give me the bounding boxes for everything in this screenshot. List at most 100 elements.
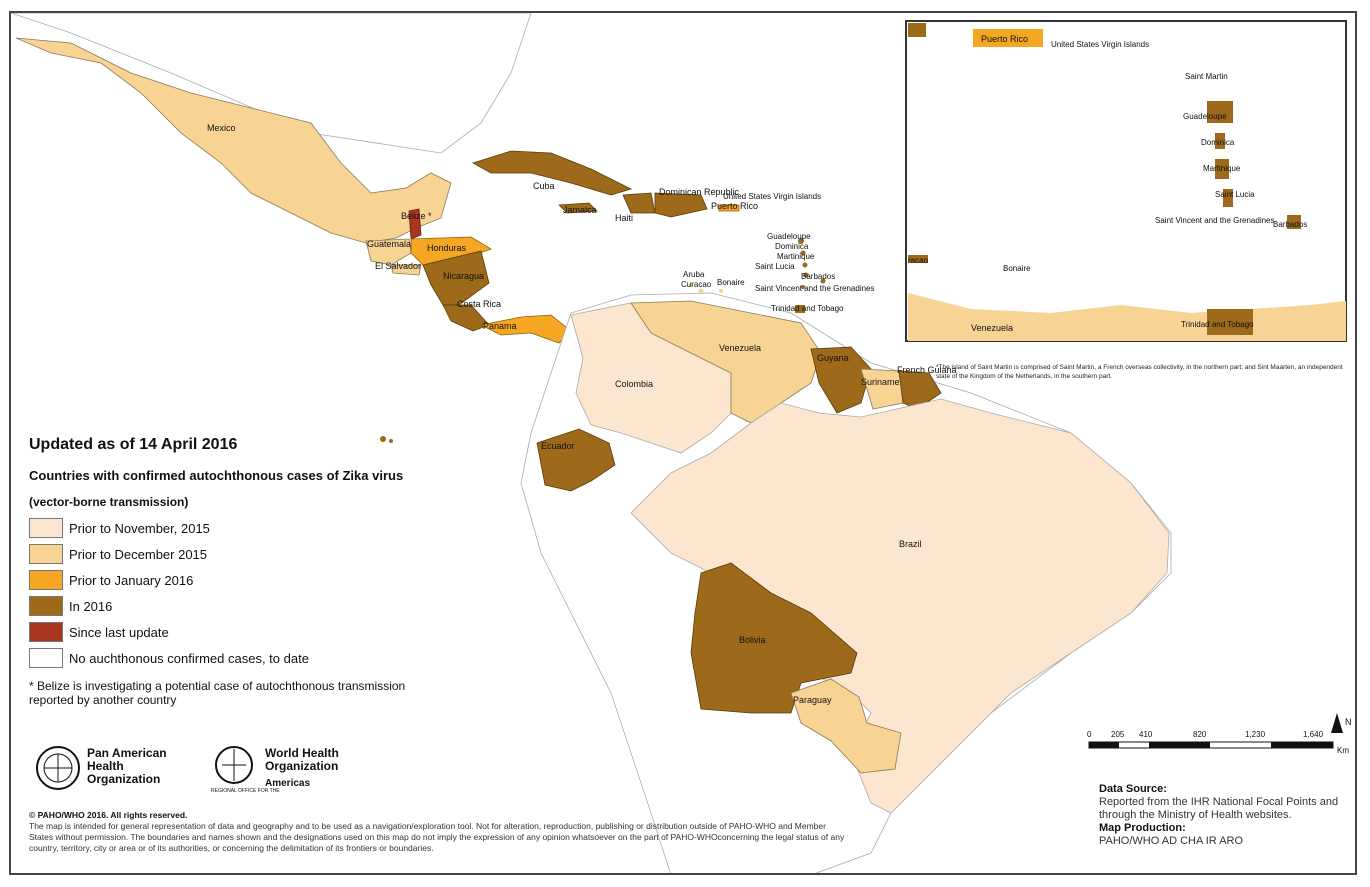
country-haiti[interactable] [622, 192, 656, 214]
island-dominica[interactable] [800, 250, 806, 256]
scale-tick-1: 205 [1111, 730, 1125, 739]
inset-label-guadeloupe: Guadeloupe [1183, 112, 1227, 121]
country-cuba[interactable] [471, 150, 633, 196]
country-belize[interactable] [408, 208, 422, 240]
inset-map[interactable]: Puerto Rico United States Virgin Islands… [905, 20, 1347, 342]
country-jamaica[interactable] [558, 202, 598, 214]
belize-note: * Belize is investigating a potential ca… [29, 679, 406, 707]
map-canvas[interactable]: Mexico Cuba Dominican Republic Haiti Jam… [11, 13, 1357, 875]
legend-swatch-nov2015 [29, 518, 63, 538]
paho-logo-icon [36, 746, 80, 790]
inset-label-puerto-rico: Puerto Rico [981, 34, 1028, 44]
island-galapagos [380, 436, 386, 442]
legend-label: In 2016 [69, 598, 113, 614]
island-galapagos-2 [389, 439, 393, 443]
island-curacao[interactable] [698, 288, 704, 294]
inset-curacao[interactable] [908, 255, 928, 263]
legend-updated: Updated as of 14 April 2016 [29, 436, 238, 453]
label-nicaragua: Nicaragua [443, 271, 484, 281]
legend-item: Prior to January 2016 [29, 567, 409, 593]
inset-trinidad[interactable] [1207, 309, 1253, 335]
label-cuba: Cuba [533, 181, 555, 191]
inset-label-bonaire: Bonaire [1003, 264, 1031, 273]
inset-label-usvi: United States Virgin Islands [1051, 40, 1149, 49]
inset-label-dominica: Dominica [1201, 138, 1235, 147]
inset-dominica[interactable] [1215, 133, 1225, 149]
label-belize: Belize * [401, 211, 432, 221]
label-brazil: Brazil [899, 539, 922, 549]
label-el-salvador: El Salvador [375, 261, 421, 271]
scale-tick-3: 820 [1193, 730, 1207, 739]
inset-label-trinidad: Trinidad and Tobago [1181, 320, 1254, 329]
legend-item: Prior to November, 2015 [29, 515, 409, 541]
country-guatemala[interactable] [365, 238, 412, 266]
map-production-heading: Map Production: [1099, 822, 1186, 834]
legend-swatch-in2016 [29, 596, 63, 616]
label-martinique: Martinique [777, 252, 815, 261]
label-curacao: Curacao [681, 280, 712, 289]
island-martinique[interactable] [802, 262, 808, 268]
label-bonaire: Bonaire [717, 278, 745, 287]
island-svg[interactable] [801, 285, 805, 289]
inset-corner-island [908, 23, 926, 37]
copyright: © PAHO/WHO 2016. All rights reserved. Th… [29, 810, 849, 854]
who-region: Americas [265, 778, 311, 789]
label-puerto-rico: Puerto Rico [711, 201, 758, 211]
legend-swatch-since-last [29, 622, 63, 642]
label-aruba: Aruba [683, 270, 705, 279]
country-costa-rica[interactable] [442, 304, 490, 332]
inset-puerto-rico[interactable] [973, 29, 1043, 47]
country-el-salvador[interactable] [390, 264, 422, 276]
country-ecuador[interactable] [536, 428, 616, 492]
legend-item: In 2016 [29, 593, 409, 619]
label-jamaica: Jamaica [563, 205, 597, 215]
inset-barbados[interactable] [1287, 215, 1301, 229]
label-colombia: Colombia [615, 379, 653, 389]
country-puerto-rico[interactable] [718, 204, 740, 212]
who-small: REGIONAL OFFICE FOR THE [211, 788, 280, 794]
country-mexico[interactable] [15, 37, 452, 244]
island-aruba[interactable] [689, 283, 693, 287]
legend-label: No auchthonous confirmed cases, to date [69, 650, 309, 666]
inset-label-saint-lucia: Saint Lucia [1215, 190, 1255, 199]
island-trinidad[interactable] [795, 305, 805, 313]
label-dominica: Dominica [775, 242, 809, 251]
scale-tick-5: 1,640 [1303, 730, 1324, 739]
island-bonaire[interactable] [719, 289, 723, 293]
inset-martinique[interactable] [1215, 159, 1229, 179]
inset-saint-lucia[interactable] [1223, 189, 1233, 207]
north-label: N [1345, 717, 1352, 727]
legend-item: Since last update [29, 619, 409, 645]
legend-swatch-none [29, 648, 63, 668]
map-production-body: PAHO/WHO AD CHA IR ARO [1099, 835, 1244, 847]
label-guadeloupe: Guadeloupe [767, 232, 811, 241]
label-ecuador: Ecuador [541, 441, 575, 451]
legend-label: Prior to November, 2015 [69, 520, 210, 536]
source-info: Data Source: Reported from the IHR Natio… [1099, 783, 1355, 848]
legend-label: Since last update [69, 624, 169, 640]
legend-title: Countries with confirmed autochthonous c… [29, 468, 404, 483]
island-barbados[interactable] [820, 278, 826, 284]
country-dominican-republic[interactable] [654, 192, 708, 218]
island-guadeloupe[interactable] [798, 238, 804, 244]
legend-swatch-dec2015 [29, 544, 63, 564]
legend-item: Prior to December 2015 [29, 541, 409, 567]
country-french-guiana[interactable] [898, 370, 942, 410]
paho-name: Pan American Health Organization [87, 746, 167, 786]
country-guyana[interactable] [810, 346, 872, 414]
label-venezuela: Venezuela [719, 343, 761, 353]
legend-item: No auchthonous confirmed cases, to date [29, 645, 409, 671]
scale-bar: 0 205 410 820 1,230 1,640 Km [1087, 730, 1349, 755]
country-paraguay[interactable] [790, 678, 902, 774]
label-guatemala: Guatemala [367, 239, 411, 249]
inset-note: *The island of Saint Martin is comprised… [936, 364, 1343, 380]
label-usvi: United States Virgin Islands [723, 192, 821, 201]
country-bolivia[interactable] [690, 562, 858, 714]
inset-guadeloupe[interactable] [1207, 101, 1233, 123]
scale-tick-2: 410 [1139, 730, 1153, 739]
scale-tick-0: 0 [1087, 730, 1092, 739]
logos: Pan American Health Organization World H… [35, 745, 375, 795]
data-source-body: Reported from the IHR National Focal Poi… [1099, 796, 1339, 821]
label-honduras: Honduras [427, 243, 467, 253]
island-saint-lucia[interactable] [803, 272, 809, 278]
